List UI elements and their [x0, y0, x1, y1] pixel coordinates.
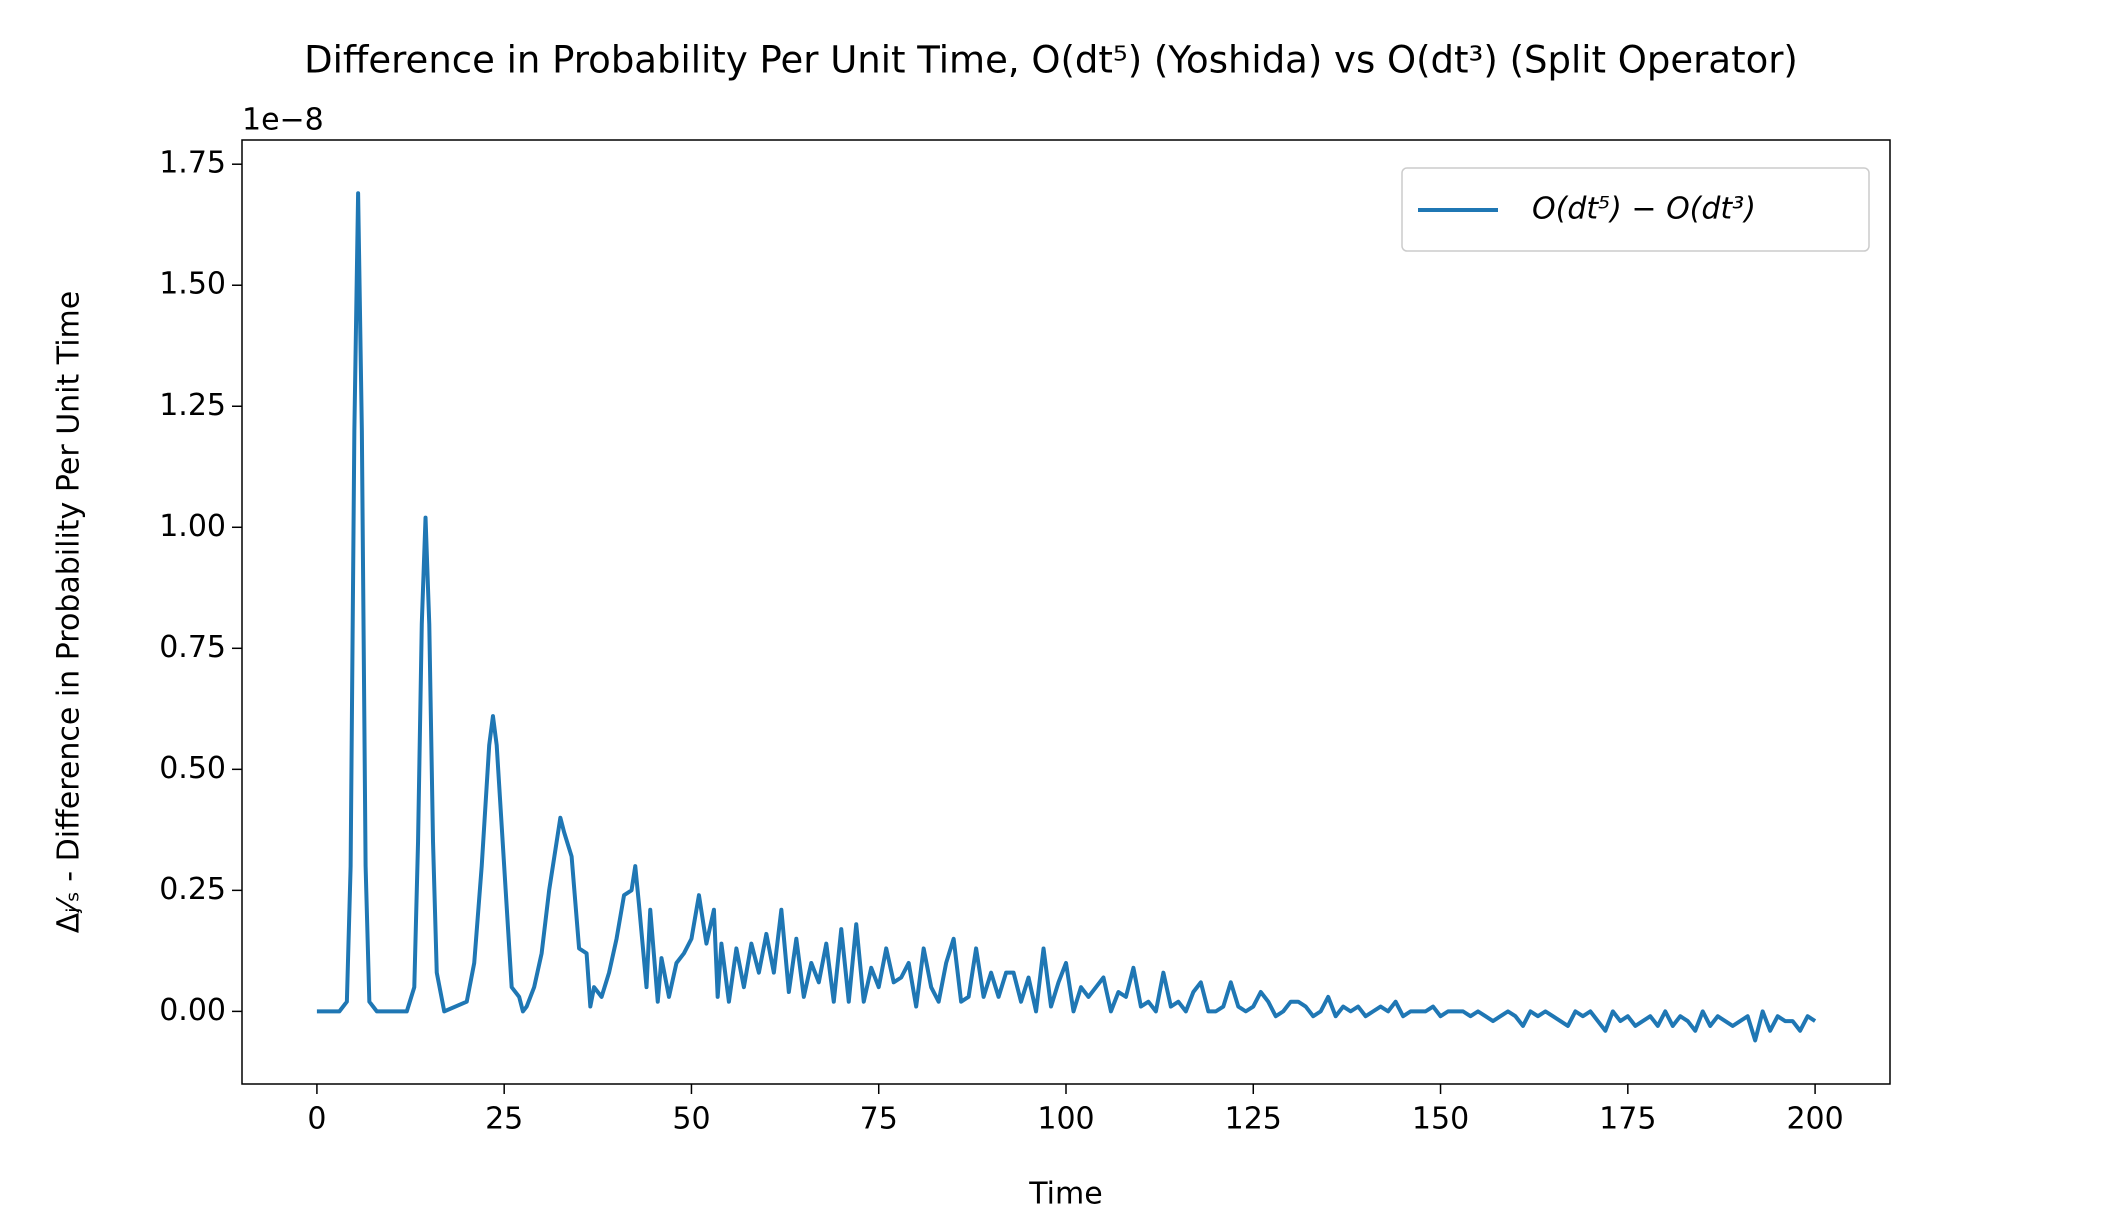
x-tick-label: 50	[672, 1102, 710, 1137]
y-tick-label: 1.75	[159, 146, 226, 181]
x-tick-label: 200	[1786, 1102, 1843, 1137]
y-tick-label: 0.75	[159, 630, 226, 665]
y-tick-label: 1.50	[159, 267, 226, 302]
x-tick-label: 175	[1599, 1102, 1656, 1137]
y-axis-label: Δⱼ⁄ₛ - Difference in Probability Per Uni…	[52, 291, 87, 933]
x-tick-label: 0	[307, 1102, 326, 1137]
chart-title: Difference in Probability Per Unit Time,…	[304, 39, 1798, 82]
plot-frame	[241, 139, 1891, 1085]
y-tick-label: 1.25	[159, 388, 226, 423]
x-tick-label: 25	[485, 1102, 523, 1137]
y-tick-label: 0.50	[159, 751, 226, 786]
x-tick-label: 150	[1412, 1102, 1469, 1137]
y-tick-label: 0.25	[159, 872, 226, 907]
series-line	[316, 191, 1817, 1043]
x-tick-label: 125	[1225, 1102, 1282, 1137]
x-tick-label: 75	[860, 1102, 898, 1137]
y-offset-text: 1e−8	[242, 103, 324, 138]
x-axis-label: Time	[1028, 1177, 1102, 1212]
y-tick-label: 1.00	[159, 509, 226, 544]
y-tick-label: 0.00	[159, 993, 226, 1028]
legend-label: O(dt⁵) − O(dt³)	[1532, 192, 1756, 227]
legend-box	[1401, 167, 1870, 252]
x-tick-label: 100	[1037, 1102, 1094, 1137]
